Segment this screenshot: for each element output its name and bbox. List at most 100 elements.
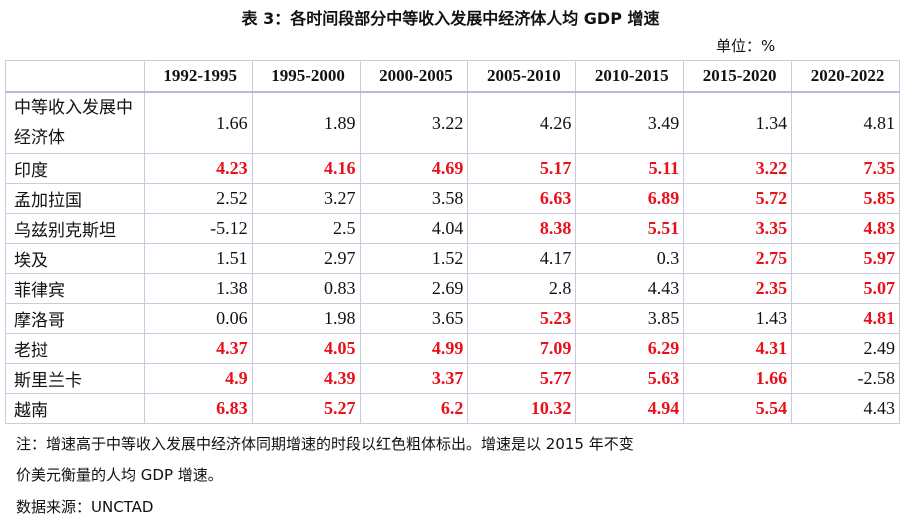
table-row: 老挝 4.37 4.05 4.99 7.09 6.29 4.31 2.49 xyxy=(5,333,900,364)
column-header: 2015-2020 xyxy=(683,60,793,93)
value-cell: 3.22 xyxy=(359,91,469,154)
highlighted-value-cell: 4.69 xyxy=(359,153,469,184)
highlighted-value-cell: 4.39 xyxy=(251,363,361,394)
table-row: 斯里兰卡 4.9 4.39 3.37 5.77 5.63 1.66 -2.58 xyxy=(5,363,900,394)
value-cell: 1.66 xyxy=(143,91,253,154)
highlighted-value-cell: 7.35 xyxy=(791,153,900,184)
column-header: 2005-2010 xyxy=(467,60,577,93)
row-label: 菲律宾 xyxy=(5,273,145,304)
value-cell: 1.43 xyxy=(683,303,793,334)
highlighted-value-cell: 3.37 xyxy=(359,363,469,394)
table-row: 印度 4.23 4.16 4.69 5.17 5.11 3.22 7.35 xyxy=(5,153,900,184)
column-header: 2010-2015 xyxy=(575,60,685,93)
header-row: 1992-1995 1995-2000 2000-2005 2005-2010 2010… xyxy=(5,60,900,93)
table-title: 表 3：各时间段部分中等收入发展中经济体人均 GDP 增速 xyxy=(241,9,660,28)
value-cell: 2.52 xyxy=(143,183,253,214)
table-row: 乌兹别克斯坦 -5.12 2.5 4.04 8.38 5.51 3.35 4.83 xyxy=(5,213,900,244)
value-cell: 1.34 xyxy=(683,91,793,154)
row-label: 老挝 xyxy=(5,333,145,364)
highlighted-value-cell: 5.97 xyxy=(791,243,900,274)
note-line-2: 价美元衡量的人均 GDP 增速。 xyxy=(16,466,223,484)
highlighted-value-cell: 5.27 xyxy=(251,393,361,424)
row-label: 中等收入发展中经济体 xyxy=(5,91,145,154)
highlighted-value-cell: 6.83 xyxy=(143,393,253,424)
corner-cell xyxy=(5,60,145,93)
value-cell: 1.98 xyxy=(251,303,361,334)
highlighted-value-cell: 4.16 xyxy=(251,153,361,184)
value-cell: 4.17 xyxy=(467,243,577,274)
unit-label: 单位：% xyxy=(716,37,776,55)
value-cell: 4.26 xyxy=(467,91,577,154)
table-row: 孟加拉国 2.52 3.27 3.58 6.63 6.89 5.72 5.85 xyxy=(5,183,900,214)
row-label: 埃及 xyxy=(5,243,145,274)
value-cell: 4.43 xyxy=(791,393,900,424)
value-cell: -2.58 xyxy=(791,363,900,394)
value-cell: 2.69 xyxy=(359,273,469,304)
highlighted-value-cell: 6.89 xyxy=(575,183,685,214)
row-label: 摩洛哥 xyxy=(5,303,145,334)
highlighted-value-cell: 4.05 xyxy=(251,333,361,364)
highlighted-value-cell: 8.38 xyxy=(467,213,577,244)
table-row: 中等收入发展中经济体 1.66 1.89 3.22 4.26 3.49 1.34 4.81 xyxy=(5,91,900,154)
highlighted-value-cell: 5.85 xyxy=(791,183,900,214)
highlighted-value-cell: 4.94 xyxy=(575,393,685,424)
value-cell: 2.8 xyxy=(467,273,577,304)
value-cell: 3.27 xyxy=(251,183,361,214)
highlighted-value-cell: 5.17 xyxy=(467,153,577,184)
value-cell: 3.85 xyxy=(575,303,685,334)
highlighted-value-cell: 7.09 xyxy=(467,333,577,364)
highlighted-value-cell: 4.37 xyxy=(143,333,253,364)
highlighted-value-cell: 4.81 xyxy=(791,303,900,334)
highlighted-value-cell: 4.99 xyxy=(359,333,469,364)
value-cell: 4.04 xyxy=(359,213,469,244)
column-header: 1995-2000 xyxy=(251,60,361,93)
value-cell: 0.83 xyxy=(251,273,361,304)
value-cell: 4.81 xyxy=(791,91,900,154)
highlighted-value-cell: 5.63 xyxy=(575,363,685,394)
value-cell: 2.5 xyxy=(251,213,361,244)
highlighted-value-cell: 6.2 xyxy=(359,393,469,424)
highlighted-value-cell: 5.72 xyxy=(683,183,793,214)
highlighted-value-cell: 3.35 xyxy=(683,213,793,244)
highlighted-value-cell: 6.63 xyxy=(467,183,577,214)
value-cell: -5.12 xyxy=(143,213,253,244)
value-cell: 1.52 xyxy=(359,243,469,274)
gdp-growth-table: 1992-1995 1995-2000 2000-2005 2005-2010 2010… xyxy=(5,60,900,424)
value-cell: 0.3 xyxy=(575,243,685,274)
column-header: 2020-2022 xyxy=(791,60,900,93)
highlighted-value-cell: 2.75 xyxy=(683,243,793,274)
table-row: 摩洛哥 0.06 1.98 3.65 5.23 3.85 1.43 4.81 xyxy=(5,303,900,334)
table-row: 越南 6.83 5.27 6.2 10.32 4.94 5.54 4.43 xyxy=(5,393,900,424)
highlighted-value-cell: 5.77 xyxy=(467,363,577,394)
column-header: 2000-2005 xyxy=(359,60,469,93)
highlighted-value-cell: 5.07 xyxy=(791,273,900,304)
row-label: 乌兹别克斯坦 xyxy=(5,213,145,244)
row-label: 印度 xyxy=(5,153,145,184)
value-cell: 1.89 xyxy=(251,91,361,154)
value-cell: 0.06 xyxy=(143,303,253,334)
highlighted-value-cell: 5.51 xyxy=(575,213,685,244)
highlighted-value-cell: 4.31 xyxy=(683,333,793,364)
highlighted-value-cell: 10.32 xyxy=(467,393,577,424)
source-note: 数据来源：UNCTAD xyxy=(16,498,154,516)
highlighted-value-cell: 4.83 xyxy=(791,213,900,244)
row-label: 孟加拉国 xyxy=(5,183,145,214)
highlighted-value-cell: 4.23 xyxy=(143,153,253,184)
highlighted-value-cell: 5.11 xyxy=(575,153,685,184)
highlighted-value-cell: 1.66 xyxy=(683,363,793,394)
highlighted-value-cell: 2.35 xyxy=(683,273,793,304)
value-cell: 3.65 xyxy=(359,303,469,334)
table-row: 埃及 1.51 2.97 1.52 4.17 0.3 2.75 5.97 xyxy=(5,243,900,274)
highlighted-value-cell: 5.23 xyxy=(467,303,577,334)
value-cell: 3.58 xyxy=(359,183,469,214)
value-cell: 2.49 xyxy=(791,333,900,364)
note-line-1: 注：增速高于中等收入发展中经济体同期增速的时段以红色粗体标出。增速是以 2015… xyxy=(16,435,634,453)
value-cell: 4.43 xyxy=(575,273,685,304)
table-row: 菲律宾 1.38 0.83 2.69 2.8 4.43 2.35 5.07 xyxy=(5,273,900,304)
column-header: 1992-1995 xyxy=(143,60,253,93)
highlighted-value-cell: 6.29 xyxy=(575,333,685,364)
highlighted-value-cell: 3.22 xyxy=(683,153,793,184)
row-label: 越南 xyxy=(5,393,145,424)
value-cell: 2.97 xyxy=(251,243,361,274)
value-cell: 1.51 xyxy=(143,243,253,274)
